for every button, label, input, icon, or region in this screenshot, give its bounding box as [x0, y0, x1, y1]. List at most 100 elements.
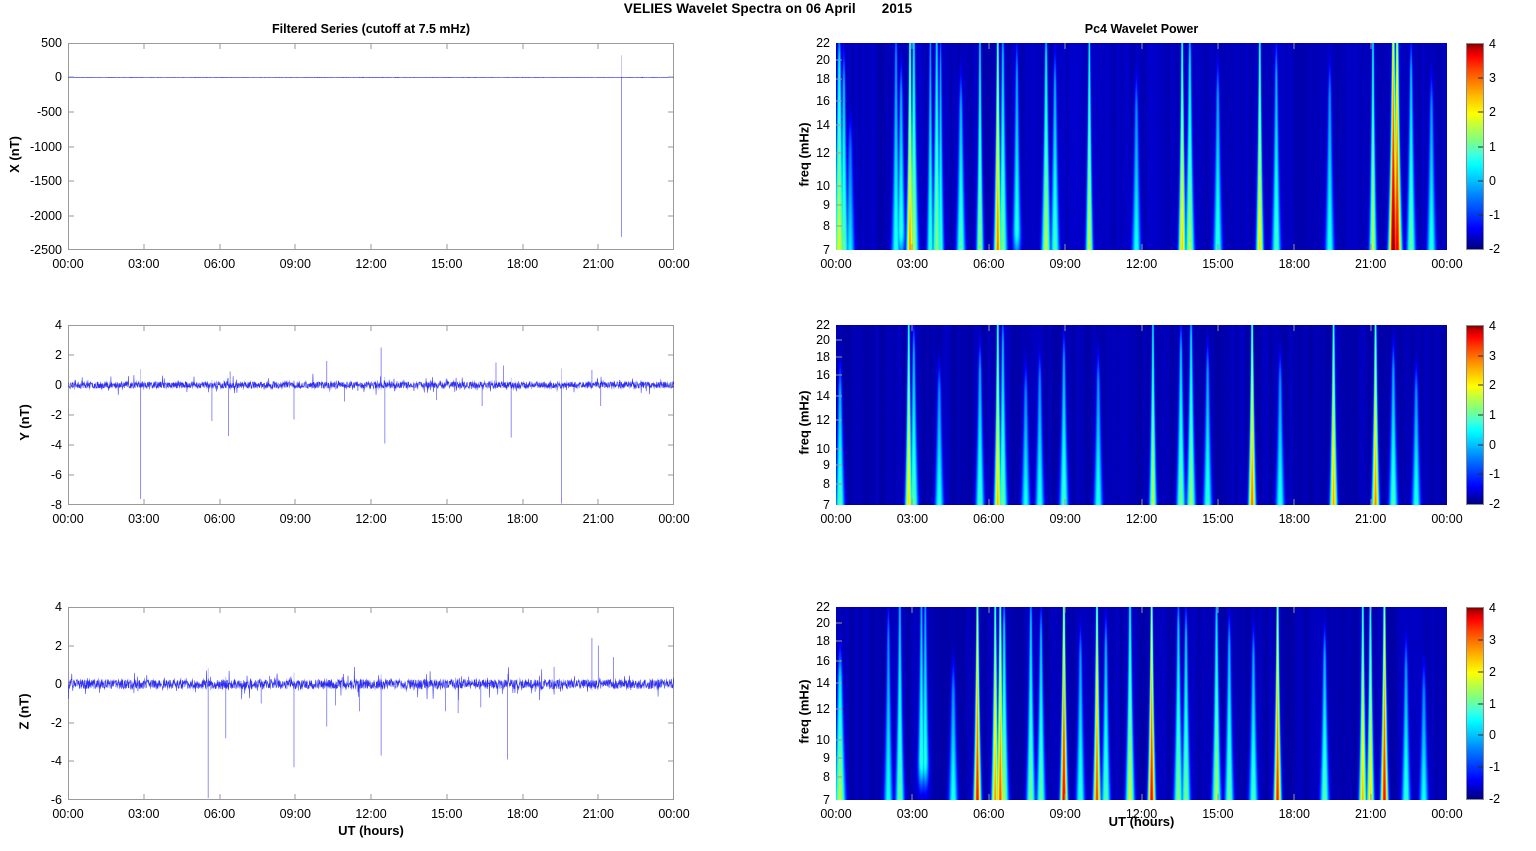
colorbar-tick-mark	[1478, 355, 1483, 357]
x-tick-label: 00:00	[658, 807, 690, 821]
x-tick-label: 03:00	[896, 257, 929, 271]
freq-tick-label: 20	[816, 332, 830, 347]
x-tick-mark	[1370, 43, 1372, 49]
x-tick-mark	[294, 244, 296, 250]
x-tick-mark	[143, 244, 145, 250]
y-tick-mark	[68, 444, 74, 446]
x-tick-label: 12:00	[1125, 512, 1158, 526]
x-tick-mark	[522, 499, 523, 505]
x-tick-mark	[988, 794, 990, 800]
wavelet-plot-z	[836, 607, 1447, 800]
x-tick-mark	[143, 607, 145, 613]
colorbar-tick-mark	[1478, 703, 1483, 704]
x-tick-label: 00:00	[1431, 257, 1463, 271]
y-tick-mark	[668, 384, 674, 386]
y-tick-label: 4	[55, 318, 62, 332]
x-tick-mark	[1370, 794, 1372, 800]
colorbar-tick-label: 0	[1489, 437, 1496, 452]
x-tick-label: 00:00	[52, 807, 84, 821]
y-tick-mark	[668, 414, 674, 416]
y-tick-mark	[68, 111, 74, 113]
colorbar-tick-mark	[1478, 444, 1483, 446]
x-tick-mark	[1141, 43, 1142, 49]
x-tick-mark	[370, 794, 372, 800]
y-tick-label: -2000	[30, 208, 62, 223]
freq-tick-mark	[836, 708, 842, 710]
x-tick-label: 00:00	[820, 257, 852, 271]
freq-tick-mark	[836, 356, 842, 358]
x-tick-label: 18:00	[1278, 512, 1310, 526]
y-tick-mark	[68, 414, 74, 416]
colorbar-tick-label: 3	[1489, 632, 1496, 647]
x-tick-label: 06:00	[973, 257, 1005, 271]
y-tick-mark	[68, 215, 74, 216]
x-tick-label: 06:00	[973, 512, 1005, 526]
x-tick-mark	[1064, 244, 1066, 250]
panel-wavelet-y: freq (mHz) 22 20 18 16 14 12 10 9 8 7 00:00 03:00 0…	[797, 318, 1463, 526]
y-tick-mark	[68, 354, 74, 356]
y-tick-label: -1500	[30, 173, 62, 188]
x-tick-label: 00:00	[1431, 512, 1463, 526]
x-tick-label: 18:00	[506, 512, 539, 526]
colorbar-tick-label: 4	[1489, 601, 1496, 615]
x-tick-mark	[1293, 794, 1295, 800]
x-tick-mark	[1293, 244, 1295, 250]
suptitle-text: VELIES Wavelet Spectra on 06 April	[623, 1, 856, 16]
x-tick-mark	[219, 325, 220, 331]
x-tick-mark	[1293, 607, 1295, 613]
colorbar-tick-label: 3	[1489, 348, 1496, 363]
x-tick-label: 15:00	[1202, 807, 1234, 821]
x-tick-label: 15:00	[1202, 257, 1234, 271]
freq-tick-mark	[836, 152, 842, 154]
y-tick-mark	[668, 645, 674, 647]
x-tick-label: 18:00	[1278, 807, 1310, 821]
colorbar-tick-mark	[1478, 473, 1483, 475]
x-tick-mark	[1293, 43, 1295, 49]
x-tick-mark	[597, 244, 599, 250]
x-tick-label: 09:00	[279, 257, 311, 271]
x-tick-label: 12:00	[355, 807, 387, 821]
x-tick-label: 12:00	[355, 257, 387, 271]
panel-wavelet-x: Pc4 Wavelet Power freq (mHz) 22 20 18 16 14 1…	[797, 22, 1463, 271]
freq-tick-mark	[836, 640, 842, 642]
y-tick-label: -2	[50, 715, 62, 730]
x-tick-mark	[1064, 43, 1066, 49]
x-tick-mark	[1370, 325, 1372, 331]
x-tick-mark	[446, 43, 448, 49]
freq-tick-label: 18	[816, 349, 830, 364]
wavelet-plot-y	[836, 325, 1447, 505]
y-tick-label: -6	[50, 468, 62, 482]
x-tick-mark	[1293, 499, 1295, 505]
y-tick-label: -500	[36, 104, 62, 119]
colorbar-tick-mark	[1478, 146, 1483, 147]
x-tick-label: 12:00	[1125, 807, 1158, 821]
freq-tick-mark	[836, 395, 842, 397]
freq-tick-mark	[836, 100, 842, 102]
ylabel-series-y: Y (nT)	[16, 404, 32, 441]
freq-tick-label: 22	[816, 36, 830, 50]
freq-tick-label: 12	[816, 413, 830, 428]
x-tick-label: 00:00	[658, 257, 690, 271]
x-tick-label: 06:00	[203, 807, 236, 821]
freq-tick-label: 14	[816, 389, 830, 404]
x-tick-mark	[370, 244, 372, 250]
x-tick-label: 15:00	[431, 807, 463, 821]
x-tick-label: 03:00	[128, 512, 160, 526]
x-tick-label: 15:00	[431, 512, 463, 526]
x-tick-mark	[988, 43, 990, 49]
colorbar-tick-mark	[1478, 214, 1483, 216]
y-tick-label: -4	[50, 438, 62, 452]
freq-tick-label: 12	[816, 702, 830, 717]
x-tick-label: 09:00	[1049, 807, 1081, 821]
x-tick-label: 00:00	[52, 257, 84, 271]
freq-tick-mark	[836, 185, 842, 187]
x-tick-mark	[522, 43, 523, 49]
x-tick-mark	[1141, 325, 1142, 331]
x-tick-mark	[911, 43, 913, 49]
x-tick-mark	[597, 607, 599, 613]
x-tick-label: 03:00	[896, 512, 929, 526]
ylabel-wavelet-z: freq (mHz)	[796, 678, 812, 744]
x-tick-mark	[1370, 499, 1372, 505]
